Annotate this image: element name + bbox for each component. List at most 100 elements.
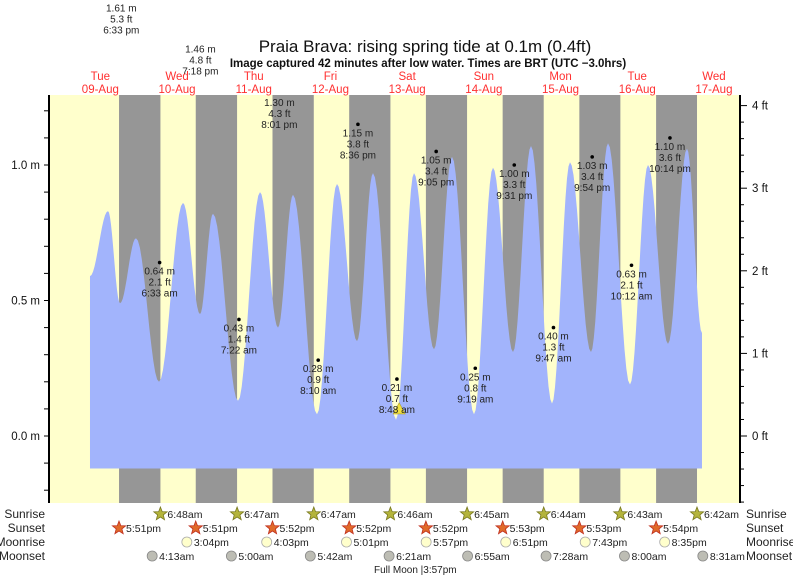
date-label: 16-Aug bbox=[619, 84, 656, 96]
row-label-moonrise-left: Moonrise bbox=[0, 535, 45, 549]
date-label: 12-Aug bbox=[312, 84, 349, 96]
tide-extreme-dot bbox=[629, 263, 634, 268]
moonset-moon-icon bbox=[540, 550, 552, 562]
date-label: 09-Aug bbox=[82, 84, 119, 96]
date-label: 10-Aug bbox=[159, 84, 196, 96]
tide-extreme-dot bbox=[395, 377, 399, 381]
sunset-time: 5:53pm bbox=[510, 523, 545, 535]
moonrise-moon-icon bbox=[341, 536, 352, 548]
tide-height-ft: 5.3 ft bbox=[110, 15, 132, 26]
moonset-time: 8:00am bbox=[631, 551, 666, 563]
day-of-week-label: Tue bbox=[628, 71, 647, 83]
date-label: 11-Aug bbox=[236, 84, 272, 96]
tide-extreme-dot bbox=[473, 366, 478, 371]
day-of-week-label: Fri bbox=[324, 71, 337, 83]
moonset-moon-icon bbox=[225, 550, 237, 562]
tide-height-m: 1.15 m bbox=[343, 128, 374, 139]
tide-time: 7:18 pm bbox=[182, 66, 218, 77]
sunrise-time: 6:47am bbox=[321, 509, 356, 521]
tide-extreme-dot bbox=[590, 155, 594, 159]
right-tick-label: 2 ft bbox=[752, 266, 769, 278]
tide-height-m: 0.21 m bbox=[382, 383, 413, 394]
tide-height-ft: 3.8 ft bbox=[347, 139, 369, 150]
day-labels: Tue09-AugWed10-AugThu11-AugFri12-AugSat1… bbox=[82, 71, 733, 96]
tide-time: 9:54 pm bbox=[574, 183, 610, 194]
tide-time: 10:12 am bbox=[611, 291, 653, 302]
tide-extreme-dot bbox=[668, 136, 672, 140]
moonrise-moon-icon bbox=[261, 536, 273, 548]
moonrise-time: 5:01pm bbox=[353, 537, 388, 549]
tide-time: 6:33 pm bbox=[103, 26, 139, 37]
sunset-time: 5:52pm bbox=[279, 523, 314, 535]
right-tick-label: 3 ft bbox=[752, 183, 769, 195]
day-of-week-label: Tue bbox=[91, 71, 110, 83]
sunset-time: 5:52pm bbox=[433, 523, 468, 535]
tide-event-labels: 1.61 m5.3 ft6:33 pm0.64 m2.1 ft6:33 am1.… bbox=[103, 4, 691, 416]
sunset-time: 5:54pm bbox=[663, 523, 698, 535]
sunrise-time: 6:48am bbox=[167, 509, 202, 521]
sunset-star-icon bbox=[418, 519, 434, 535]
moonset-time: 4:13am bbox=[159, 551, 194, 563]
moonset-time: 6:21am bbox=[396, 551, 431, 563]
chart-subtitle: Image captured 42 minutes after low wate… bbox=[230, 58, 627, 70]
tide-time: 10:14 pm bbox=[649, 164, 691, 175]
day-of-week-label: Sun bbox=[474, 71, 494, 83]
moonset-moon-icon bbox=[619, 550, 630, 562]
right-tick-label: 1 ft bbox=[752, 348, 769, 360]
date-label: 13-Aug bbox=[389, 84, 426, 96]
sunset-star-icon bbox=[571, 519, 588, 535]
tide-time: 9:47 am bbox=[535, 354, 571, 365]
moon-phase-label: Full Moon |3:57pm bbox=[374, 565, 457, 576]
sunset-star-icon bbox=[264, 519, 281, 535]
sun-moon-rows: 6:48am 6:47am 6:47am 6:46am 6:45am 6:44am 6:43… bbox=[111, 505, 745, 563]
tide-time: 6:33 am bbox=[142, 289, 178, 300]
moonrise-time: 4:03pm bbox=[274, 537, 309, 549]
tide-time: 8:10 am bbox=[300, 386, 336, 397]
current-time-marker-icon bbox=[392, 402, 406, 415]
tide-time: 9:05 pm bbox=[418, 177, 454, 188]
tide-height-m: 1.30 m bbox=[264, 98, 295, 109]
moonrise-moon-icon bbox=[659, 536, 671, 548]
tide-extreme-dot bbox=[157, 260, 162, 265]
tide-time: 9:31 pm bbox=[496, 191, 532, 202]
moonset-moon-icon bbox=[383, 550, 395, 562]
sunset-time: 5:51pm bbox=[203, 523, 238, 535]
tide-extreme-dot bbox=[356, 122, 360, 127]
tide-height-m: 0.64 m bbox=[144, 267, 175, 278]
moonrise-time: 8:35pm bbox=[672, 537, 707, 549]
sunrise-star-icon bbox=[229, 505, 245, 521]
tide-height-ft: 1.3 ft bbox=[542, 343, 564, 354]
moonrise-moon-icon bbox=[500, 536, 512, 548]
tide-height-m: 0.63 m bbox=[616, 269, 647, 280]
moonset-moon-icon bbox=[146, 550, 158, 562]
tide-height-ft: 0.8 ft bbox=[464, 383, 486, 394]
tide-height-m: 1.05 m bbox=[421, 155, 452, 166]
sunrise-time: 6:44am bbox=[551, 509, 586, 521]
moonrise-moon-icon bbox=[420, 536, 432, 548]
tide-height-m: 0.40 m bbox=[538, 332, 569, 343]
day-of-week-label: Wed bbox=[165, 71, 188, 83]
sunrise-star-icon bbox=[306, 505, 322, 521]
tide-extreme-dot bbox=[237, 317, 241, 322]
row-label-moonrise-right: Moonrise bbox=[746, 535, 793, 549]
tide-height-ft: 3.4 ft bbox=[581, 172, 603, 183]
axes: 0.0 m 0.5 m 1.0 m 0 ft 1 ft 2 ft 3 ft 4 ft bbox=[11, 95, 769, 503]
tide-height-m: 0.28 m bbox=[303, 364, 334, 375]
sunset-time: 5:53pm bbox=[586, 523, 621, 535]
tide-height-ft: 1.4 ft bbox=[228, 334, 250, 345]
tide-height-m: 1.00 m bbox=[499, 169, 530, 180]
date-label: 14-Aug bbox=[465, 84, 502, 96]
tide-height-ft: 0.9 ft bbox=[307, 375, 329, 386]
left-tick-label: 0.0 m bbox=[11, 431, 40, 443]
tide-extreme-dot bbox=[551, 325, 556, 330]
tide-time: 8:36 pm bbox=[340, 150, 376, 161]
sunrise-time: 6:46am bbox=[397, 509, 432, 521]
sunrise-time: 6:42am bbox=[704, 509, 739, 521]
date-label: 15-Aug bbox=[542, 84, 579, 96]
moonset-time: 6:55am bbox=[475, 551, 510, 563]
sunrise-star-icon bbox=[612, 505, 629, 521]
sunset-star-icon bbox=[494, 519, 511, 535]
tide-height-m: 0.43 m bbox=[224, 323, 255, 334]
left-tick-label: 1.0 m bbox=[11, 160, 40, 172]
sunset-star-icon bbox=[188, 519, 204, 535]
